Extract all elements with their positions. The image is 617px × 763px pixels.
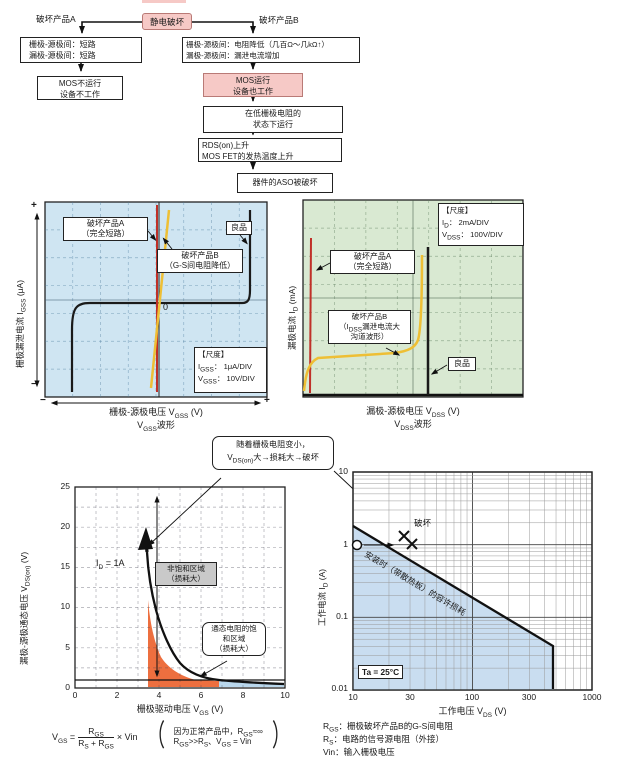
open-paren: （ — [146, 720, 165, 753]
formula-fraction: RGS RS + RGS — [78, 725, 114, 751]
vdson-x-tick: 6 — [198, 690, 204, 700]
vdson-y-tick: 25 — [60, 481, 70, 491]
soa-plot — [351, 471, 593, 691]
vgss-y-plus: + — [31, 200, 37, 211]
vdson-x-tick: 2 — [114, 690, 120, 700]
vdss-y-axis-label: 漏极电流 ID (mA) — [287, 285, 300, 350]
legend-rgs: RGS：栅极破坏产品B的G-S间电阻 — [323, 721, 453, 734]
unsaturated-region-fill — [148, 600, 219, 687]
soa-ta-label: Ta = 25°C — [358, 665, 404, 679]
flowchart-root-box: 静电破坏 — [142, 13, 192, 30]
soa-x-tick: 30 — [405, 692, 415, 702]
flowchart-box-b1: 栅极-源极间：电阻降低（几百Ω～几kΩ↑） 漏极-源极间：漏泄电流增加 — [182, 37, 360, 63]
vdson-x-axis-label: 栅极驱动电压 VGS (V) — [136, 704, 224, 717]
vgs-formula: VGS = RGS RS + RGS × Vin （ 因为正常产品中，RGS≈∞… — [52, 720, 290, 753]
soa-x-tick: 10 — [348, 692, 358, 702]
vdson-y-tick: 0 — [65, 682, 70, 692]
vgss-productB-label: 破坏产品B （G-S间电阻降低） — [157, 249, 243, 273]
vdson-x-tick: 4 — [156, 690, 162, 700]
close-paren: ） — [271, 720, 290, 753]
flowchart-box-b4: RDS(on)上升 MOS FET的发热温度上升 — [198, 138, 342, 162]
legend-rs: RS：电路的信号源电阻（外接） — [323, 734, 444, 747]
soa-x-axis-label: 工作电压 VDS (V) — [438, 706, 507, 719]
pink-sliver — [142, 0, 186, 3]
soa-y-tick: 10 — [338, 466, 348, 476]
vgss-y-minus: − — [31, 379, 37, 390]
vdson-y-tick: 5 — [65, 642, 70, 652]
branch-b-label: 破坏产品B — [259, 15, 299, 25]
vgss-good-label: 良品 — [226, 221, 252, 235]
vdss-waveform-label: VDSS波形 — [394, 419, 432, 432]
unsaturated-region-label: 非饱和区域 （损耗大） — [155, 562, 217, 586]
soa-y-tick: 1 — [343, 539, 348, 549]
soa-y-tick: 0.01 — [331, 683, 348, 693]
operating-point-marker — [351, 539, 363, 551]
vdson-id-label: ID = 1A — [96, 558, 125, 571]
vdson-y-axis-label: 漏极-源极通态电压 VDS(on) (V) — [19, 551, 32, 665]
vdss-productB-trace — [302, 254, 424, 392]
vdss-x-axis-label: 漏极-源极电压 VDSS (V) — [366, 406, 460, 419]
soa-x-tick: 100 — [464, 692, 480, 702]
vdss-good-label: 良品 — [448, 357, 476, 371]
legend-vin: Vin：输入栅极电压 — [323, 747, 395, 757]
vdson-curve — [145, 551, 285, 686]
flowchart-connectors — [78, 21, 256, 170]
soa-safe-region-fill — [353, 526, 553, 690]
vdson-callout: 随着栅极电阻变小， VDS(on)大→损耗大→破坏 — [212, 436, 334, 470]
soa-y-tick: 0.1 — [336, 611, 348, 621]
soa-y-axis-label: 工作电流 ID (A) — [317, 568, 330, 626]
soa-damage-label: 破坏 — [414, 518, 432, 528]
vdss-scale-box: 【尺度】 ID： 2mA/DIV VDSS： 100V/DIV — [438, 203, 524, 246]
flowchart-box-a1: 栅极-源极间：短路 漏极-源极间：短路 — [20, 37, 142, 63]
flowchart-box-a2: MOS不运行 设备不工作 — [37, 76, 123, 100]
flowchart-box-b2: MOS运行 设备也工作 — [203, 73, 303, 97]
soa-grid — [353, 472, 592, 690]
vgss-scale-box: 【尺度】 IGSS： 1μA/DIV VGSS： 10V/DIV — [194, 347, 267, 393]
vdss-productA-label: 破坏产品A （完全短路） — [330, 250, 415, 274]
flowchart-box-b5: 器件的ASO被破坏 — [237, 173, 333, 193]
soa-limit-line — [352, 525, 555, 689]
vdss-productB-label: 破坏产品B （IDSS漏泄电流大 沟道波形） — [328, 310, 411, 344]
flowchart-box-b3: 在低栅极电阻的 状态下运行 — [203, 106, 343, 133]
vgss-x-plus: + — [264, 395, 270, 406]
vdson-y-tick: 15 — [60, 561, 70, 571]
damage-x-markers — [398, 530, 418, 550]
vgss-x-axis-label: 栅极-源极电压 VGSS (V) — [109, 407, 203, 420]
branch-a-label: 破坏产品A — [36, 14, 76, 24]
vgss-waveform-label: VGSS波形 — [137, 420, 175, 433]
soa-x-tick: 1000 — [582, 692, 602, 702]
symbol-legend: RGS：栅极破坏产品B的G-S间电阻 RS：电路的信号源电阻（外接） Vin：输… — [323, 720, 453, 759]
vdss-productA-trace — [309, 237, 312, 394]
vdson-y-tick: 20 — [60, 521, 70, 531]
soa-x-tick: 300 — [521, 692, 537, 702]
callout-arrow-left — [148, 477, 222, 546]
vgss-productA-label: 破坏产品A （完全短路） — [63, 217, 148, 241]
vgss-good-trace — [70, 210, 252, 392]
vgss-x-minus: − — [40, 395, 46, 406]
vdson-x-tick: 10 — [280, 690, 290, 700]
vgss-zero-label: 0 — [163, 302, 169, 312]
vdson-x-tick: 8 — [240, 690, 246, 700]
saturated-region-label: 通态电阻的饱 和区域 （损耗大） — [202, 622, 266, 656]
vdson-x-tick: 0 — [72, 690, 78, 700]
vdson-y-tick: 10 — [60, 601, 70, 611]
formula-note: 因为正常产品中，RGS≈∞ RGS>>RS、VGS = Vin — [173, 726, 263, 749]
vgss-y-axis-label: 栅极漏泄电流 IGSS (μA) — [15, 279, 28, 368]
